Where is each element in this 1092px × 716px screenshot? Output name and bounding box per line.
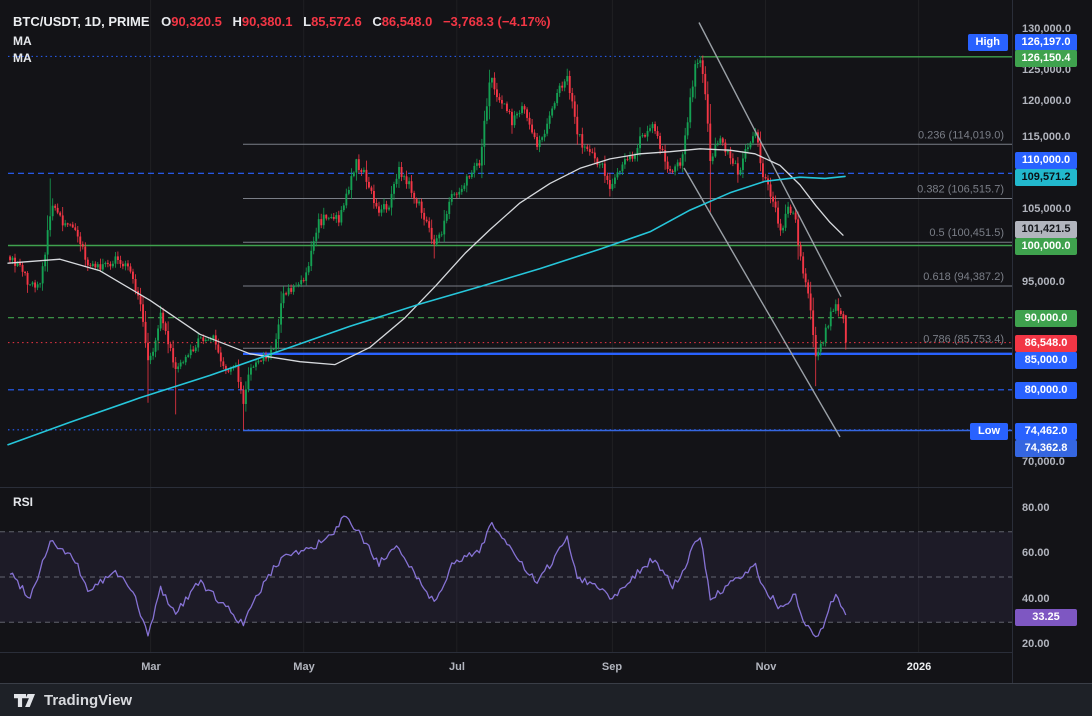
close-value: 86,548.0 — [381, 14, 433, 29]
rsi-legend[interactable]: RSI — [13, 495, 34, 509]
close-label: C — [372, 14, 382, 29]
fib-label: 0.382 (106,515.7) — [917, 184, 1004, 196]
price-badge: 33.25 — [1015, 608, 1077, 626]
fib-label: 0.236 (114,019.0) — [918, 129, 1004, 141]
horizontal-lines[interactable] — [8, 55, 1012, 432]
open-label: O — [161, 14, 172, 29]
ma-white-line — [7, 148, 844, 366]
time-label: Mar — [141, 661, 161, 673]
price-tick: 105,000.0 — [1022, 203, 1071, 215]
price-badge: 86,548.0 — [1015, 334, 1077, 352]
candles-layer — [9, 55, 847, 430]
open-value: 90,320.5 — [171, 14, 222, 29]
symbol-title[interactable]: BTC/USDT, 1D, PRIME — [13, 14, 150, 29]
time-label: Sep — [601, 661, 623, 673]
price-badge: 90,000.0 — [1015, 309, 1077, 327]
time-label: 2026 — [906, 661, 932, 673]
footer-bar: TradingView — [0, 683, 1092, 716]
price-badge: 100,000.0 — [1015, 237, 1077, 255]
price-badge: 74,462.0 — [1015, 422, 1077, 440]
ma-legend-2[interactable]: MA — [13, 51, 32, 65]
price-tick: 40.00 — [1022, 593, 1050, 605]
price-tick: 120,000.0 — [1022, 95, 1071, 107]
fib-retracement[interactable]: 0.236 (114,019.0) 0.382 (106,515.7) 0.5 (1… — [243, 129, 1012, 349]
price-tick: 80.00 — [1022, 502, 1050, 514]
price-tick: 20.00 — [1022, 638, 1050, 650]
time-label: May — [293, 661, 315, 673]
low-label: L — [303, 14, 312, 29]
price-tick: 60.00 — [1022, 547, 1050, 559]
price-badge: 109,571.2 — [1015, 168, 1077, 186]
candlestick-chart[interactable]: 0.236 (114,019.0) 0.382 (106,515.7) 0.5 (1… — [0, 0, 1012, 487]
ma-legend-1[interactable]: MA — [13, 34, 32, 48]
time-label: Nov — [755, 661, 777, 673]
price-badge: 85,000.0 — [1015, 351, 1077, 369]
time-axis[interactable]: Mar May Jul Sep Nov 2026 — [0, 652, 1012, 684]
low-value: 85,572.6 — [311, 14, 362, 29]
low-marker: Low — [970, 422, 1008, 440]
chart-legend: BTC/USDT, 1D, PRIME O90,320.5 H90,380.1 … — [13, 13, 558, 67]
trendline[interactable] — [683, 167, 841, 438]
price-badge: 126,197.0 — [1015, 33, 1077, 51]
change-value: −3,768.3 (−4.17%) — [442, 14, 551, 29]
price-axis[interactable]: 130,000.0 125,000.0 120,000.0 115,000.0 105,… — [1012, 0, 1092, 683]
price-pane[interactable]: 0.236 (114,019.0) 0.382 (106,515.7) 0.5 (1… — [0, 0, 1012, 487]
price-tick: 115,000.0 — [1022, 131, 1071, 143]
high-value: 90,380.1 — [241, 14, 293, 29]
rsi-line — [9, 515, 847, 638]
price-badge: 126,150.4 — [1015, 49, 1077, 67]
price-tick: 70,000.0 — [1022, 456, 1065, 468]
ma-cyan-line — [7, 175, 846, 446]
price-badge: 80,000.0 — [1015, 381, 1077, 399]
price-tick: 130,000.0 — [1022, 23, 1071, 35]
rsi-chart[interactable] — [0, 488, 1012, 653]
rsi-pane[interactable]: RSI — [0, 487, 1012, 653]
fib-label: 0.786 (85,753.4) — [923, 333, 1004, 345]
price-tick: 125,000.0 — [1022, 64, 1071, 76]
price-badge: 74,362.8 — [1015, 439, 1077, 457]
trendline[interactable] — [698, 22, 842, 298]
high-marker: High — [967, 33, 1008, 51]
price-tick: 95,000.0 — [1022, 276, 1065, 288]
fib-label: 0.5 (100,451.5) — [929, 227, 1004, 239]
legend-row-symbol: BTC/USDT, 1D, PRIME O90,320.5 H90,380.1 … — [13, 13, 558, 30]
tradingview-logo-icon[interactable] — [13, 693, 36, 708]
brand-label[interactable]: TradingView — [44, 691, 133, 709]
price-badge: 110,000.0 — [1015, 151, 1077, 169]
time-label: Jul — [449, 661, 465, 673]
fib-label: 0.618 (94,387.2) — [923, 271, 1004, 283]
high-label: H — [232, 14, 242, 29]
price-badge: 101,421.5 — [1015, 220, 1077, 238]
